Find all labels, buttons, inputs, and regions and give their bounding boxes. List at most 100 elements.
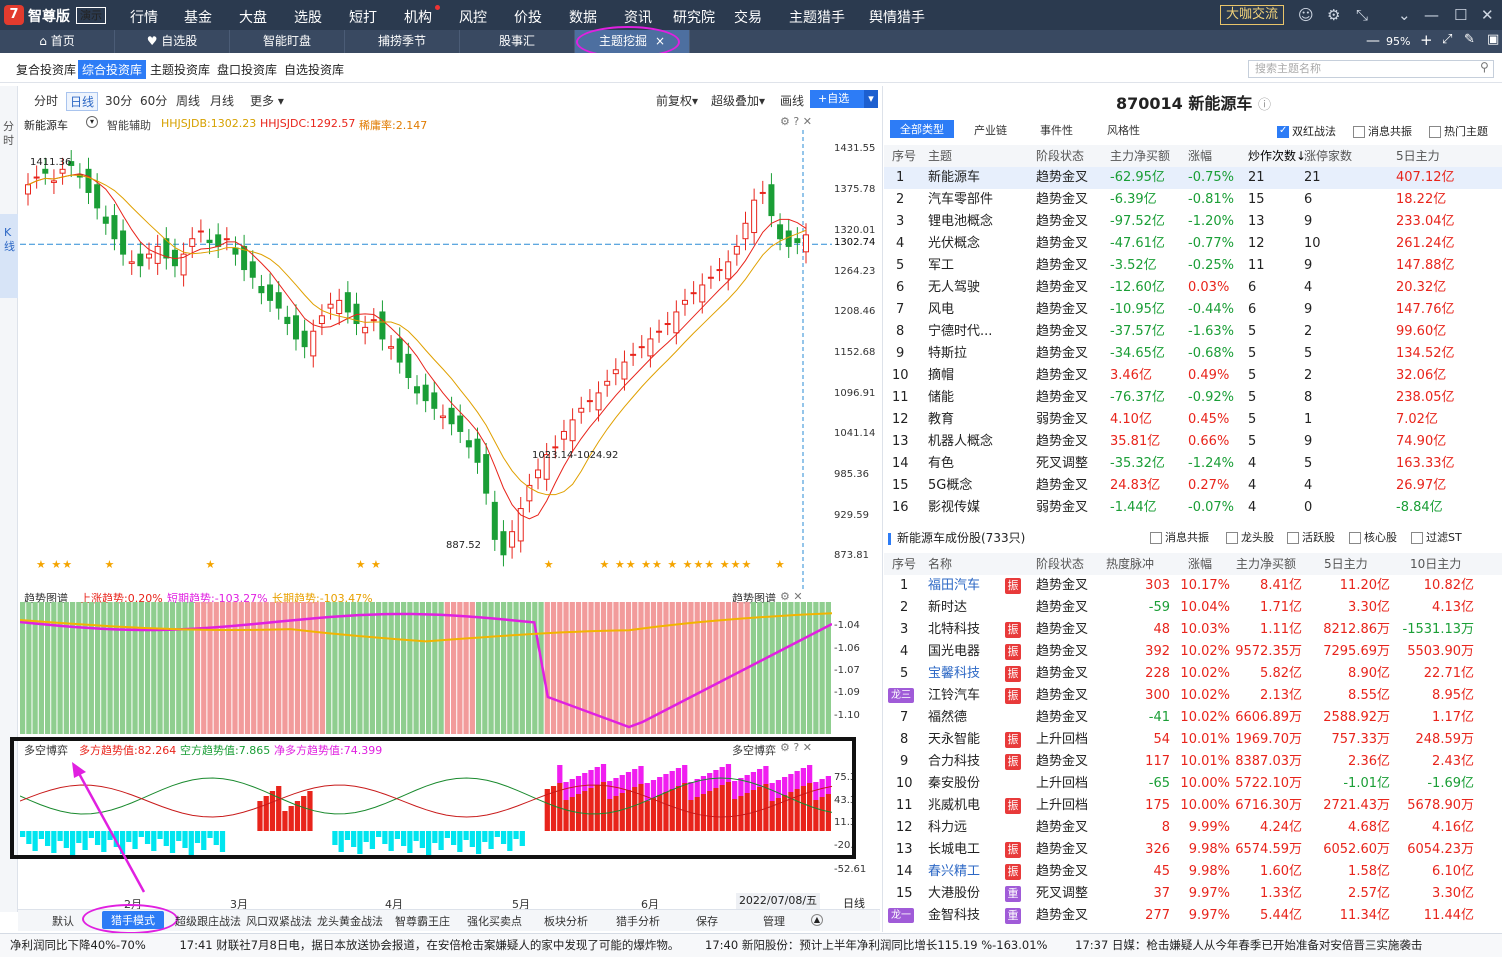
btab-overlord[interactable]: 智尊霸王庄 bbox=[395, 915, 450, 928]
assist-label[interactable]: 智能辅助 bbox=[107, 119, 151, 132]
menu-news[interactable]: 资讯 bbox=[624, 10, 652, 26]
tab-fishing-season[interactable]: 捕捞季节 bbox=[345, 30, 460, 53]
stock-name[interactable]: 科力远 bbox=[928, 820, 968, 835]
column-header[interactable]: 涨幅 bbox=[1188, 149, 1213, 163]
menu-value[interactable]: 价投 bbox=[514, 10, 542, 26]
ticker-item[interactable]: 17:41 财联社7月8日电，据日本放送协会报道，在安倍枪击案嫌疑人的家中发现了… bbox=[179, 938, 680, 952]
stock-row[interactable]: 8 天永智能 振上升回档 54 10.01% 1969.70万 757.33万 248.59万 bbox=[884, 729, 1502, 751]
check-leader[interactable]: 龙头股 bbox=[1226, 528, 1274, 548]
period-60min[interactable]: 60分 bbox=[140, 94, 168, 108]
stock-row[interactable]: 14 春兴精工 振趋势金叉 45 9.98% 1.60亿 1.58亿 6.10亿 bbox=[884, 861, 1502, 883]
column-header[interactable]: 热度脉冲 bbox=[1106, 557, 1155, 571]
stock-name[interactable]: 天永智能 bbox=[928, 732, 981, 747]
subtab-composite-lib[interactable]: 复合投资库 bbox=[16, 63, 77, 77]
stock-row[interactable]: 7 福然德 趋势金叉 -41 10.02% 6606.89万 2588.92万 1.17亿 bbox=[884, 707, 1502, 729]
strip-kline[interactable]: K线 bbox=[0, 214, 18, 298]
theme-row[interactable]: 6 无人驾驶 趋势金叉 -12.60亿 0.03% 6 4 20.32亿 bbox=[884, 277, 1502, 299]
trend-chart[interactable] bbox=[20, 602, 832, 734]
check-filter-st[interactable]: 过滤ST bbox=[1411, 528, 1462, 548]
period-30min[interactable]: 30分 bbox=[105, 94, 133, 108]
minimize-icon[interactable]: — bbox=[1424, 6, 1439, 24]
stock-row[interactable]: 11 兆威机电 振上升回档 175 10.00% 6716.30万 2721.43万 5678… bbox=[884, 795, 1502, 817]
menu-market[interactable]: 行情 bbox=[130, 10, 158, 26]
zoom-out-icon[interactable]: — bbox=[1366, 33, 1380, 49]
theme-row[interactable]: 13 机器人概念 趋势金叉 35.81亿 0.66% 5 9 74.90亿 bbox=[884, 431, 1502, 453]
stock-name[interactable]: 金智科技 bbox=[928, 908, 981, 923]
theme-row[interactable]: 7 风电 趋势金叉 -10.95亿 -0.44% 6 9 147.76亿 bbox=[884, 299, 1502, 321]
stock-name[interactable]: 兆威机电 bbox=[928, 798, 981, 813]
period-daily[interactable]: 日线 bbox=[66, 92, 99, 111]
menu-fund[interactable]: 基金 bbox=[184, 10, 212, 26]
lock-icon[interactable]: ▣ bbox=[1487, 32, 1500, 47]
stock-name[interactable]: 春兴精工 bbox=[928, 864, 981, 879]
period-intraday[interactable]: 分时 bbox=[34, 94, 59, 108]
type-tab-event[interactable]: 事件性 bbox=[1040, 124, 1073, 137]
ls-panel-controls[interactable]: ⚙ ? ✕ bbox=[780, 741, 812, 754]
fullscreen-icon[interactable]: ⤢ bbox=[1442, 32, 1453, 47]
kline-chart[interactable] bbox=[20, 130, 832, 590]
theme-row[interactable]: 15 5G概念 趋势金叉 24.83亿 0.27% 4 4 26.97亿 bbox=[884, 475, 1502, 497]
column-header[interactable]: 5日主力 bbox=[1396, 149, 1440, 163]
menu-institution[interactable]: 机构 bbox=[404, 10, 432, 26]
btab-sector[interactable]: 板块分析 bbox=[544, 915, 588, 928]
stock-name[interactable]: 合力科技 bbox=[928, 754, 981, 769]
checkbox-icon[interactable] bbox=[1429, 126, 1441, 138]
column-header[interactable]: 主力净买额 bbox=[1236, 557, 1297, 571]
theme-row[interactable]: 4 光伏概念 趋势金叉 -47.61亿 -0.77% 12 10 261.24亿 bbox=[884, 233, 1502, 255]
check-news[interactable]: 消息共振 bbox=[1150, 528, 1209, 548]
strip-intraday[interactable]: 分时 bbox=[3, 120, 14, 147]
checkbox-icon[interactable] bbox=[1287, 532, 1299, 544]
long-short-chart[interactable] bbox=[20, 756, 832, 886]
stock-name[interactable]: 新时达 bbox=[928, 600, 968, 615]
stock-row[interactable]: 3 北特科技 振趋势金叉 48 10.03% 1.11亿 8212.86万 -1531.13万 bbox=[884, 619, 1502, 641]
theme-row[interactable]: 2 汽车零部件 趋势金叉 -6.39亿 -0.81% 15 6 18.22亿 bbox=[884, 189, 1502, 211]
period-weekly[interactable]: 周线 bbox=[176, 94, 201, 108]
theme-row[interactable]: 9 特斯拉 趋势金叉 -34.65亿 -0.68% 5 5 134.52亿 bbox=[884, 343, 1502, 365]
column-header[interactable]: 阶段状态 bbox=[1036, 149, 1085, 163]
draw-line-button[interactable]: 画线 bbox=[780, 94, 805, 108]
theme-row[interactable]: 8 宁德时代... 趋势金叉 -37.57亿 -1.63% 5 2 99.60亿 bbox=[884, 321, 1502, 343]
column-header[interactable]: 主力净买额 bbox=[1110, 149, 1171, 163]
column-header[interactable]: 涨停家数 bbox=[1304, 149, 1353, 163]
tab-watchlist[interactable]: ♥ 自选股 bbox=[115, 30, 230, 53]
menu-stock-pick[interactable]: 选股 bbox=[294, 10, 322, 26]
ticker-item[interactable]: 17:40 新阳股份：预计上半年净利润同比增长115.19 %-163.01% bbox=[705, 938, 1048, 952]
menu-index[interactable]: 大盘 bbox=[239, 10, 267, 26]
check-hot-theme[interactable]: 热门主题 bbox=[1429, 123, 1488, 139]
checkbox-icon[interactable] bbox=[1353, 126, 1365, 138]
close-icon[interactable]: ✕ bbox=[1481, 6, 1494, 24]
checkbox-icon[interactable] bbox=[1150, 532, 1162, 544]
overlay-dropdown[interactable]: 超级叠加▾ bbox=[711, 94, 766, 108]
checkbox-checked-icon[interactable] bbox=[1277, 125, 1289, 138]
stock-name[interactable]: 国光电器 bbox=[928, 644, 981, 659]
column-header[interactable]: 涨幅 bbox=[1188, 557, 1213, 571]
stock-row[interactable]: 15 大港股份 重死叉调整 37 9.97% 1.33亿 2.57亿 3.30亿 bbox=[884, 883, 1502, 905]
menu-risk[interactable]: 风控 bbox=[459, 10, 487, 26]
stock-row[interactable]: 龙一 金智科技 重趋势金叉 277 9.97% 5.44亿 11.34亿 11.44亿 bbox=[884, 905, 1502, 927]
stock-row[interactable]: 5 宝馨科技 振趋势金叉 228 10.02% 5.82亿 8.90亿 22.71亿 bbox=[884, 663, 1502, 685]
menu-trade[interactable]: 交易 bbox=[734, 10, 762, 26]
theme-row[interactable]: 16 影视传媒 弱势金叉 -1.44亿 -0.07% 4 0 -8.84亿 bbox=[884, 497, 1502, 519]
column-header[interactable]: 主题 bbox=[928, 149, 953, 163]
tab-smart-watch[interactable]: 智能盯盘 bbox=[230, 30, 345, 53]
btab-save[interactable]: 保存 bbox=[696, 915, 718, 928]
theme-search-input[interactable]: 搜索主题名称 bbox=[1248, 60, 1494, 78]
column-header[interactable]: 5日主力 bbox=[1324, 557, 1368, 571]
theme-row[interactable]: 10 摘帽 趋势金叉 3.46亿 0.49% 5 2 32.06亿 bbox=[884, 365, 1502, 387]
stock-name[interactable]: 大港股份 bbox=[928, 886, 981, 901]
menu-short[interactable]: 短打 bbox=[349, 10, 377, 26]
stock-name[interactable]: 江铃汽车 bbox=[928, 688, 981, 703]
theme-row[interactable]: 12 教育 弱势金叉 4.10亿 0.45% 5 1 7.02亿 bbox=[884, 409, 1502, 431]
period-more[interactable]: 更多 ▾ bbox=[250, 94, 284, 108]
stock-name[interactable]: 福然德 bbox=[928, 710, 968, 725]
user-icon[interactable]: ☺ bbox=[1298, 6, 1314, 24]
btab-double-tight[interactable]: 风口双紧战法 bbox=[246, 915, 312, 928]
stock-row[interactable]: 龙三 江铃汽车 振趋势金叉 300 10.02% 2.13亿 8.55亿 8.95亿 bbox=[884, 685, 1502, 707]
column-header[interactable]: 序号 bbox=[892, 149, 917, 163]
info-icon[interactable]: ⓘ bbox=[1257, 98, 1271, 113]
stock-row[interactable]: 12 科力远 趋势金叉 8 9.99% 4.24亿 4.68亿 4.16亿 bbox=[884, 817, 1502, 839]
stock-row[interactable]: 9 合力科技 振趋势金叉 117 10.01% 8387.03万 2.36亿 2.43亿 bbox=[884, 751, 1502, 773]
tab-stock-events[interactable]: 股事汇 bbox=[460, 30, 575, 53]
tab-home[interactable]: ⌂ 首页 bbox=[0, 30, 115, 53]
btab-manage[interactable]: 管理 bbox=[763, 915, 785, 928]
